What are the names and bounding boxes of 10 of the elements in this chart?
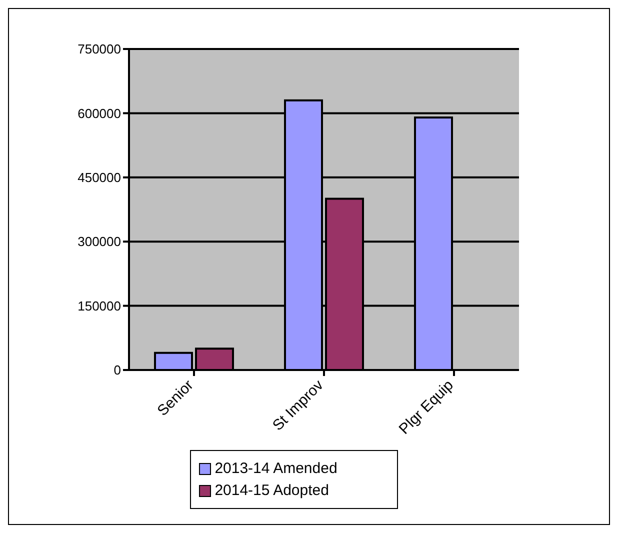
y-tick-label: 150000 (78, 298, 121, 314)
y-tick-label: 600000 (78, 106, 121, 121)
legend-label: 2013-14 Amended (214, 460, 338, 477)
y-tick-label: 750000 (78, 42, 121, 57)
y-tick-label: 0 (114, 362, 121, 378)
bar (154, 352, 193, 370)
y-tick-label: 300000 (78, 234, 121, 250)
bar (195, 348, 234, 370)
y-tick-label: 450000 (78, 170, 121, 186)
legend-label: 2014-15 Adopted (214, 482, 329, 499)
